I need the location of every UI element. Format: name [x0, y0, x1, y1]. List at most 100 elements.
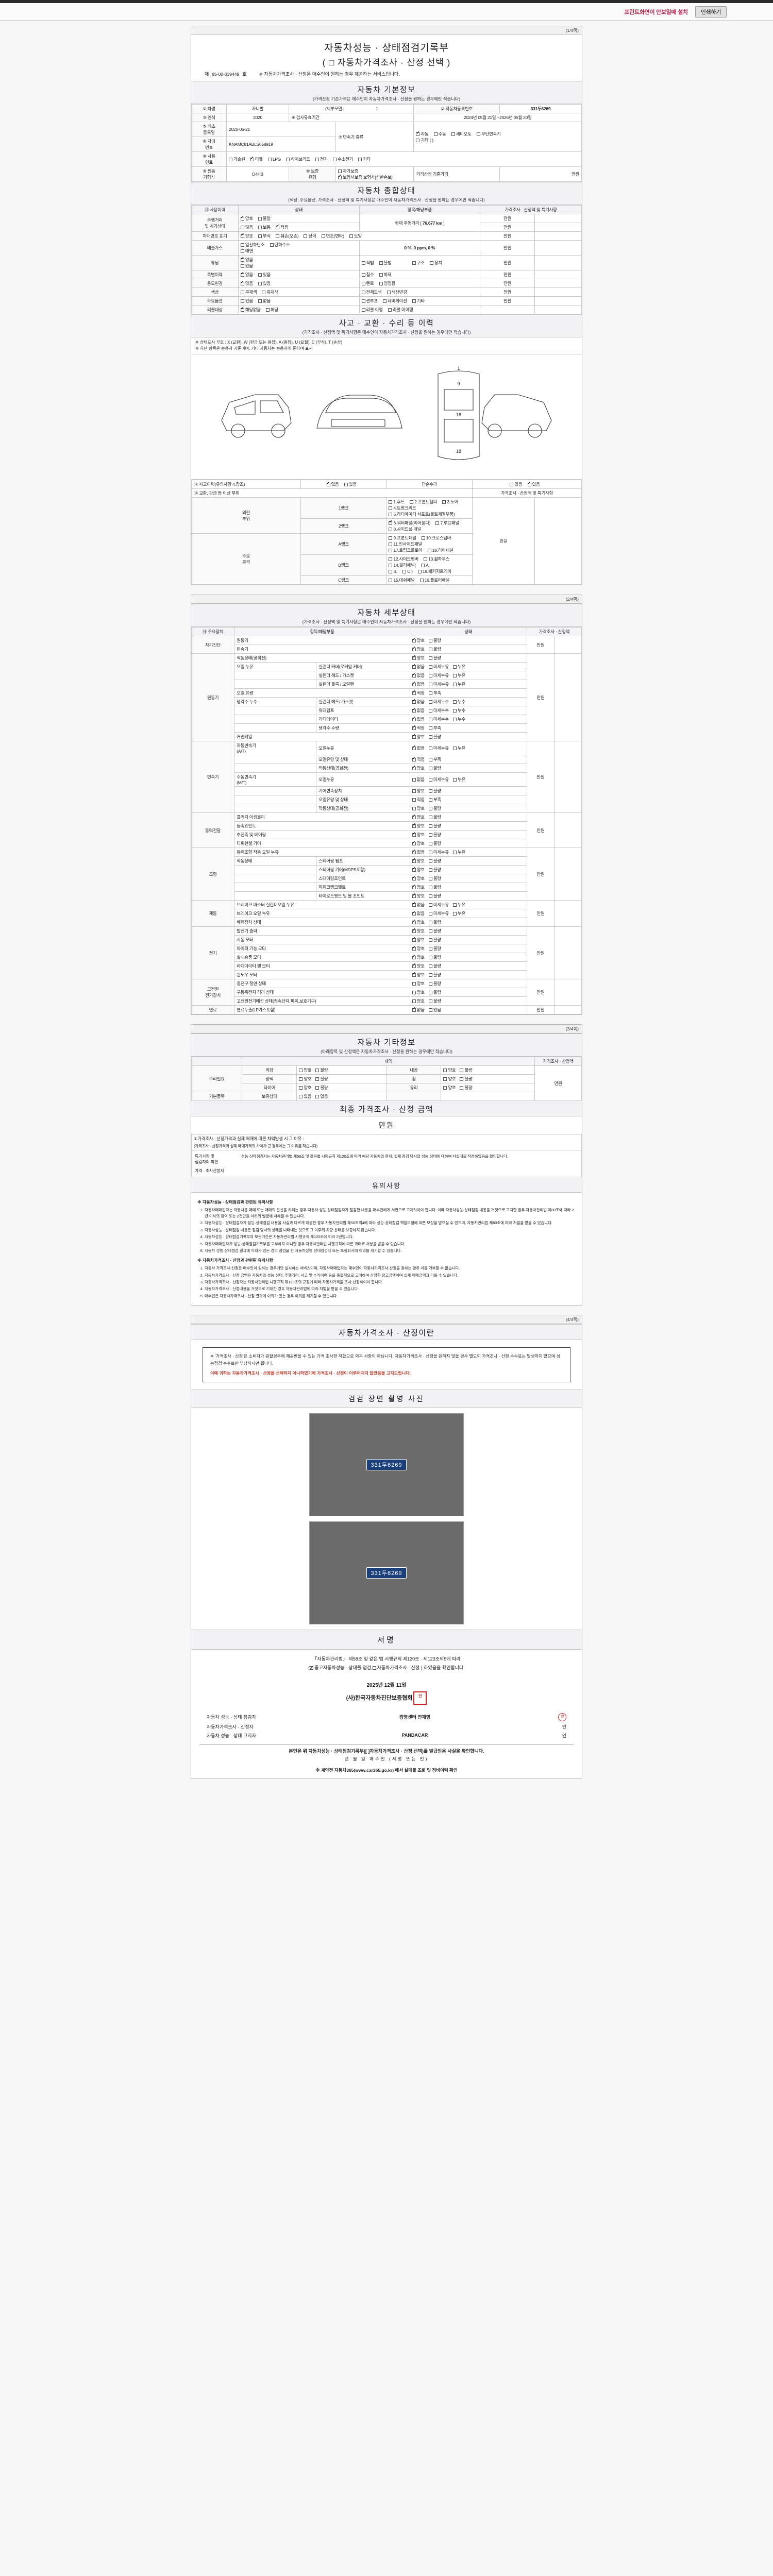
opt-colorchange[interactable]: 색상변경 — [386, 289, 407, 295]
detail-opt-1[interactable]: 불량 — [428, 998, 441, 1004]
opt-structure[interactable]: 구조 — [412, 260, 425, 266]
detail-opt-0[interactable]: 없음 — [412, 744, 425, 751]
checkbox-on[interactable] — [412, 866, 416, 872]
checkbox-off[interactable] — [421, 536, 425, 540]
other-opt-a-0[interactable]: 양호 — [299, 1076, 312, 1082]
detail-opt-0[interactable]: 양호 — [412, 831, 425, 838]
opt-good[interactable]: 양호 — [240, 215, 253, 222]
detail-opt-0[interactable]: 적정 — [412, 796, 425, 803]
detail-opt-0[interactable]: 없음 — [412, 776, 425, 783]
checkbox-off[interactable] — [452, 851, 457, 854]
opt-etc[interactable]: 기타 — [412, 298, 425, 304]
detail-opt-1[interactable]: 불량 — [428, 765, 441, 771]
checkbox-off[interactable] — [452, 709, 457, 713]
other-opt-b-0[interactable]: 양호 — [443, 1076, 456, 1082]
checkbox-off[interactable] — [428, 726, 432, 730]
checkbox-on[interactable] — [412, 646, 416, 651]
checkbox-off[interactable] — [315, 158, 319, 161]
checkbox-on[interactable] — [240, 232, 244, 238]
print-button[interactable]: 인쇄하기 — [695, 6, 727, 18]
checkbox-off[interactable] — [258, 273, 262, 277]
checkbox-on[interactable] — [412, 831, 416, 837]
detail-opt-0[interactable]: 적정 — [412, 724, 425, 731]
detail-opt-1[interactable]: 불량 — [428, 884, 441, 890]
checkbox-off[interactable] — [299, 1077, 303, 1081]
checkbox-off[interactable] — [315, 1095, 320, 1098]
fuel-opt-6[interactable]: 기타 — [358, 156, 371, 162]
opt-few[interactable]: 적음 — [276, 224, 288, 230]
checkbox-off[interactable] — [428, 921, 432, 924]
detail-opt-1[interactable]: 미세누유 — [428, 664, 449, 670]
checkbox-on[interactable] — [412, 971, 416, 977]
checkbox-off[interactable] — [383, 299, 387, 303]
checkbox-off[interactable] — [412, 991, 416, 994]
detail-opt-0[interactable]: 양호 — [412, 654, 425, 661]
checkbox-on[interactable] — [412, 654, 416, 660]
opt-1[interactable]: 부식 — [258, 233, 271, 239]
checkbox-on[interactable] — [412, 672, 416, 677]
checkbox-on[interactable] — [310, 1664, 314, 1672]
checkbox-off[interactable] — [361, 261, 365, 265]
detail-opt-0[interactable]: 양호 — [412, 936, 425, 943]
detail-opt-1[interactable]: 미세누유 — [428, 910, 449, 917]
detail-opt-0[interactable]: 양호 — [412, 962, 425, 969]
checkbox-off[interactable] — [428, 718, 432, 721]
opt-business[interactable]: 영업용 — [379, 280, 395, 286]
detail-opt-2[interactable]: 누유 — [452, 745, 465, 751]
checkbox-off[interactable] — [299, 1086, 303, 1090]
detail-opt-2[interactable]: 누유 — [452, 849, 465, 855]
checkbox-off[interactable] — [476, 132, 480, 136]
opt-hood[interactable]: 1.후드 — [389, 499, 405, 505]
checkbox-on[interactable] — [412, 919, 416, 924]
other-opt-b-0[interactable]: 양호 — [443, 1067, 456, 1073]
detail-opt-0[interactable]: 양호 — [412, 814, 425, 820]
detail-opt-1[interactable]: 불량 — [428, 734, 441, 740]
checkbox-off[interactable] — [333, 158, 337, 161]
checkbox-off[interactable] — [389, 536, 393, 540]
checkbox-off[interactable] — [315, 1077, 320, 1081]
detail-opt-1[interactable]: 부족 — [428, 690, 441, 696]
checkbox-on[interactable] — [412, 681, 416, 686]
detail-opt-1[interactable]: 불량 — [428, 893, 441, 899]
checkbox-off[interactable] — [428, 798, 432, 802]
opt-bad[interactable]: 불량 — [258, 215, 271, 222]
opt-pillar-panel[interactable]: 14.필러패널( — [389, 562, 416, 568]
checkbox-on[interactable] — [250, 156, 254, 161]
fuel-opt-0[interactable]: 가솔린 — [229, 156, 245, 162]
opt-none[interactable]: 없음 — [258, 298, 271, 304]
detail-opt-0[interactable]: 없음 — [412, 681, 425, 687]
opt-dash-panel[interactable]: 15.대쉬패널 — [389, 577, 415, 583]
checkbox-off[interactable] — [410, 500, 414, 504]
checkbox-off[interactable] — [267, 158, 272, 161]
checkbox-on[interactable] — [412, 884, 416, 889]
opt-na[interactable]: 해당없음 — [240, 306, 261, 313]
other-opt-b-1[interactable]: 불량 — [460, 1084, 473, 1091]
checkbox-off[interactable] — [240, 226, 244, 229]
detail-opt-1[interactable]: 불량 — [428, 919, 441, 925]
detail-opt-0[interactable]: 적정 — [412, 756, 425, 762]
opt-door[interactable]: 3.도어 — [442, 499, 458, 505]
opt-none[interactable]: 없음 — [326, 481, 339, 487]
checkbox-on[interactable] — [412, 840, 416, 845]
checkbox-off[interactable] — [428, 842, 432, 845]
opt-side-sill[interactable]: 8.사이드실 패널 — [389, 526, 421, 532]
fuel-opt-5[interactable]: 수소전기 — [333, 156, 353, 162]
detail-opt-1[interactable]: 불량 — [428, 637, 441, 643]
checkbox-off[interactable] — [428, 709, 432, 713]
opt-trunk-floor[interactable]: 17.트렁크플로어 — [389, 547, 423, 553]
checkbox-off[interactable] — [421, 564, 425, 567]
checkbox-on[interactable] — [240, 280, 244, 285]
checkbox-on[interactable] — [412, 637, 416, 642]
checkbox-on[interactable] — [338, 174, 342, 179]
checkbox-off[interactable] — [258, 282, 262, 285]
opt-done[interactable]: 리콜 이행 — [361, 307, 383, 313]
checkbox-off[interactable] — [361, 308, 365, 312]
detail-opt-1[interactable]: 불량 — [428, 928, 441, 934]
opt-yes[interactable]: 있음 — [258, 280, 271, 286]
detail-opt-1[interactable]: 미세누수 — [428, 707, 449, 714]
checkbox-off[interactable] — [402, 570, 407, 573]
other-opt-a-1[interactable]: 불량 — [315, 1084, 328, 1091]
opt-applies[interactable]: 해당 — [266, 307, 278, 313]
detail-opt-0[interactable]: 없음 — [412, 663, 425, 670]
checkbox-on[interactable] — [412, 822, 416, 828]
